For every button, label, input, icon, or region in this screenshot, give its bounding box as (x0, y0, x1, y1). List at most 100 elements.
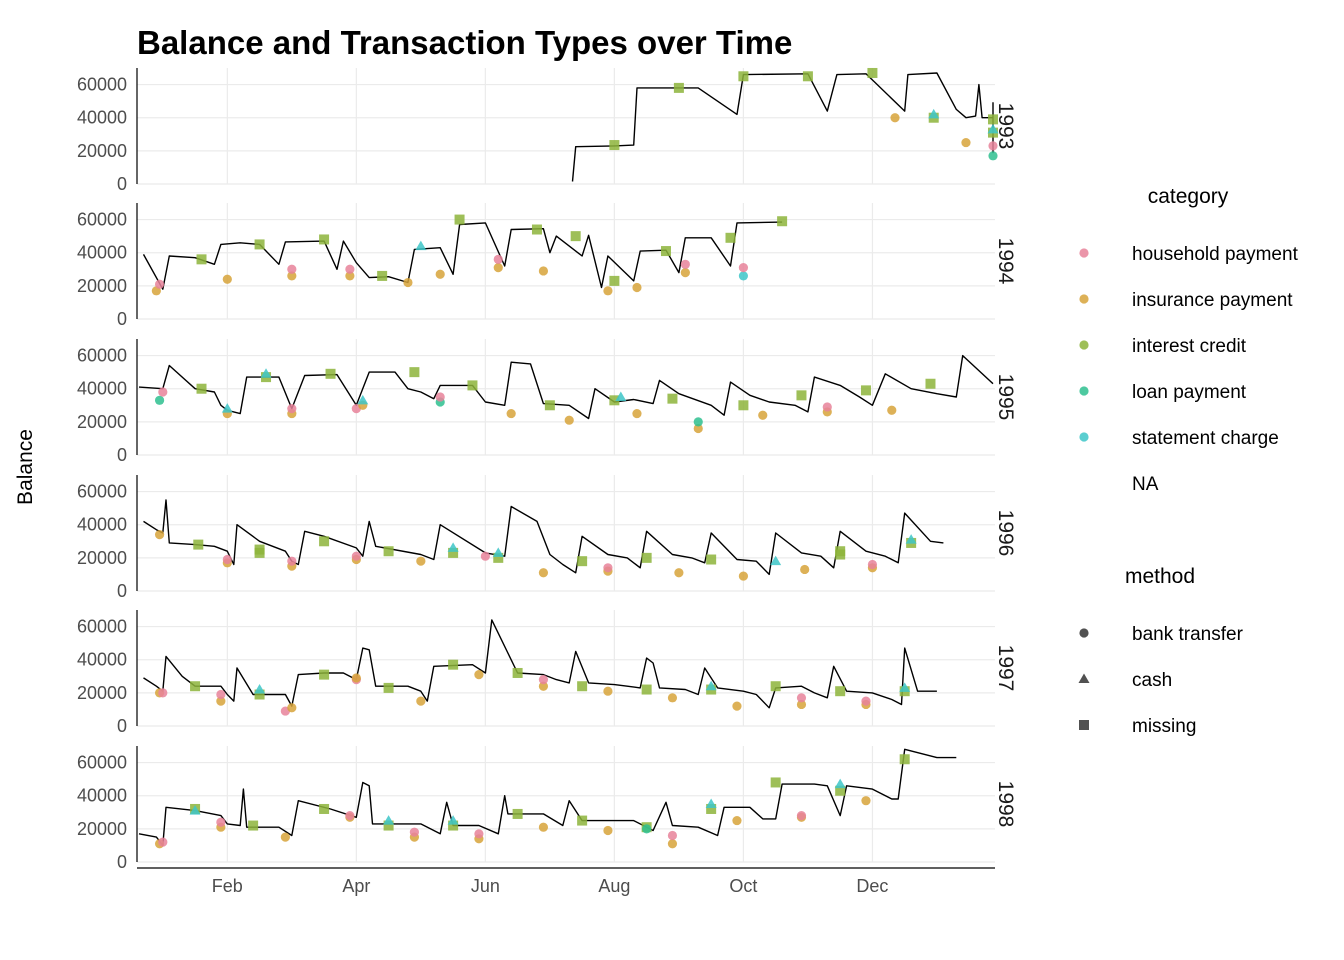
balance-line (143, 499, 944, 576)
transaction-point (822, 402, 832, 412)
transaction-point (887, 405, 897, 415)
transaction-point (987, 123, 999, 134)
y-tick-label: 20000 (77, 141, 127, 161)
facet-panel-1995: 0 20000 40000 60000 1995 (77, 339, 1017, 465)
y-tick-label: 20000 (77, 819, 127, 839)
legend-label: bank transfer (1132, 624, 1244, 645)
transaction-point (890, 113, 900, 123)
transaction-points (151, 214, 788, 296)
facet-label-1998: 1998 (994, 781, 1017, 828)
transaction-point (603, 825, 613, 836)
transaction-points (609, 67, 999, 161)
transaction-point (448, 659, 459, 670)
legend-key-triangle (1078, 673, 1090, 683)
transaction-point (158, 688, 168, 698)
transaction-point (667, 839, 678, 849)
legend-key-circle (1079, 294, 1089, 304)
transaction-point (280, 832, 290, 842)
transaction-point (988, 114, 998, 125)
legend-key-circle (1079, 248, 1089, 258)
transaction-point (416, 556, 426, 566)
transaction-point (738, 271, 749, 281)
transaction-point (351, 673, 361, 683)
x-tick-label: Feb (212, 876, 243, 896)
y-tick-label: 60000 (77, 617, 127, 637)
legend-label: statement charge (1132, 428, 1279, 449)
legend-key-circle (1079, 432, 1089, 442)
legend-label: cash (1132, 670, 1172, 691)
transaction-point (835, 686, 846, 697)
transaction-point (448, 820, 459, 831)
transaction-point (835, 549, 846, 560)
transaction-point (538, 675, 549, 685)
transaction-point (287, 271, 297, 281)
balance-line (143, 619, 937, 709)
transaction-point (867, 67, 878, 78)
transaction-point (319, 669, 330, 680)
transaction-point (158, 837, 168, 847)
transaction-point (254, 547, 265, 558)
transaction-point (609, 395, 620, 406)
y-tick-label: 40000 (77, 243, 127, 263)
transaction-point (705, 680, 717, 691)
transaction-point (158, 387, 168, 397)
legend-label: household payment (1132, 244, 1299, 265)
legend-label: loan payment (1132, 382, 1247, 403)
transaction-point (383, 682, 394, 693)
transaction-point (834, 778, 846, 789)
transaction-point (154, 395, 165, 405)
transaction-point (899, 682, 911, 692)
transaction-point (474, 829, 484, 839)
transaction-point (867, 559, 878, 570)
transaction-point (447, 815, 459, 825)
transaction-point (641, 552, 652, 563)
legend-title-method: method (1125, 565, 1195, 588)
transaction-point (319, 803, 330, 814)
x-axis: Feb Apr Jun Aug Oct Dec (137, 867, 995, 896)
transaction-point (190, 681, 201, 692)
transaction-point (680, 259, 690, 269)
balance-line (142, 221, 783, 290)
transaction-point (403, 277, 413, 288)
gridlines (137, 339, 995, 456)
legend-key-circle (1079, 386, 1089, 396)
transaction-point (538, 822, 549, 832)
facet-panel-1993: 0 20000 40000 60000 1993 (77, 67, 1017, 194)
transaction-point (415, 240, 427, 251)
transaction-point (383, 820, 394, 831)
transaction-point (925, 378, 936, 389)
chart-title: Balance and Transaction Types over Time (137, 24, 792, 61)
transaction-points (154, 754, 910, 849)
transaction-point (738, 400, 749, 411)
transaction-point (538, 266, 549, 276)
y-tick-label: 0 (117, 309, 127, 329)
transaction-point (615, 391, 627, 401)
balance-line (571, 72, 994, 182)
transaction-point (800, 564, 810, 575)
x-tick-label: Aug (598, 876, 630, 896)
transaction-point (796, 811, 807, 821)
transaction-point (577, 681, 588, 692)
transaction-point (345, 811, 355, 821)
transaction-point (287, 703, 297, 713)
facet-panel-1996: 0 20000 40000 60000 1996 (77, 475, 1017, 601)
transaction-point (512, 808, 523, 819)
transaction-point (725, 232, 736, 243)
transaction-point (706, 803, 717, 814)
transaction-point (319, 536, 330, 547)
y-tick-label: 0 (117, 581, 127, 601)
y-tick-label: 60000 (77, 753, 127, 773)
transaction-point (538, 568, 549, 578)
legend-title-category: category (1148, 185, 1229, 208)
transaction-point (632, 282, 642, 293)
facet-panel-1994: 0 20000 40000 60000 1994 (77, 203, 1017, 329)
y-tick-label: 0 (117, 852, 127, 872)
transaction-point (770, 681, 781, 692)
facet-label-1997: 1997 (994, 645, 1017, 692)
transaction-point (603, 286, 613, 296)
y-tick-label: 40000 (77, 108, 127, 128)
transaction-point (861, 796, 871, 806)
transaction-point (609, 275, 620, 286)
y-tick-label: 60000 (77, 210, 127, 230)
